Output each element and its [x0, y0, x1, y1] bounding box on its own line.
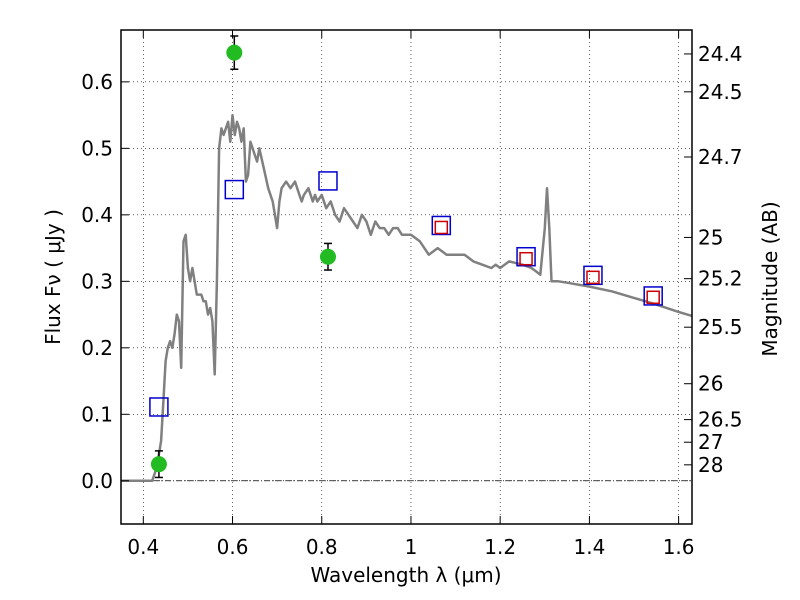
y-tick-label: 0.1: [81, 402, 113, 426]
y-tick-label: 0.6: [81, 70, 113, 94]
y-tick-label: 0.5: [81, 136, 113, 160]
blue-square-point: [224, 179, 245, 200]
right-tick-label: 24.5: [698, 80, 743, 104]
plot-area: [121, 30, 692, 524]
right-tick-label: 26: [698, 372, 723, 396]
right-tick-label: 24.7: [698, 145, 743, 169]
blue-square-point: [318, 171, 338, 191]
observed-series: [150, 35, 336, 479]
right-tick-label: 25.2: [698, 267, 743, 291]
right-tick-label: 24.4: [698, 42, 743, 66]
blue-square-point: [643, 286, 663, 306]
right-tick-label: 27: [698, 430, 723, 454]
y-tick-label: 0.3: [81, 269, 113, 293]
sed-model-series: [121, 113, 693, 483]
observed-point: [319, 248, 336, 265]
x-tick-label: 1.4: [573, 535, 605, 559]
x-tick-label: 1: [405, 535, 418, 559]
y-tick-label: 0.4: [81, 203, 113, 227]
y-axis-left: 0.0 0.1 0.2 0.3 0.4 0.5 0.6: [81, 70, 129, 493]
y-tick-label: 0.2: [81, 336, 113, 360]
x-tick-label: 1.2: [484, 535, 516, 559]
blue-square-point: [431, 215, 452, 236]
y-axis-right-title: Magnitude (AB): [758, 201, 782, 356]
right-tick-label: 26.5: [698, 408, 743, 432]
x-tick-label: 0.6: [217, 535, 249, 559]
right-tick-label: 25: [698, 225, 723, 249]
blue-square-point: [583, 265, 603, 286]
plot-frame: [120, 29, 693, 525]
x-axis: 0.4 0.6 0.8 1 1.2 1.4 1.6: [127, 30, 695, 559]
y-tick-label: 0.0: [81, 469, 113, 493]
model-photometry-blue-series: [149, 171, 663, 417]
blue-square-point: [516, 246, 536, 267]
x-tick-label: 1.6: [663, 535, 695, 559]
right-tick-label: 25.5: [698, 315, 743, 339]
model-photometry-red-series: [434, 220, 660, 305]
red-square-point: [646, 290, 660, 305]
red-square-point: [519, 251, 533, 266]
observed-point: [150, 456, 167, 473]
right-tick-label: 28: [698, 453, 723, 477]
blue-square-point: [149, 397, 169, 417]
x-axis-title: Wavelength λ (μm): [310, 563, 501, 587]
x-tick-label: 0.8: [306, 535, 338, 559]
x-tick-label: 0.4: [127, 535, 159, 559]
y-axis-left-title: Flux Fν ( μJy ): [41, 209, 65, 345]
red-square-point: [434, 220, 449, 235]
sed-model-line: [121, 113, 693, 483]
observed-point: [226, 44, 243, 61]
red-square-point: [586, 270, 600, 285]
